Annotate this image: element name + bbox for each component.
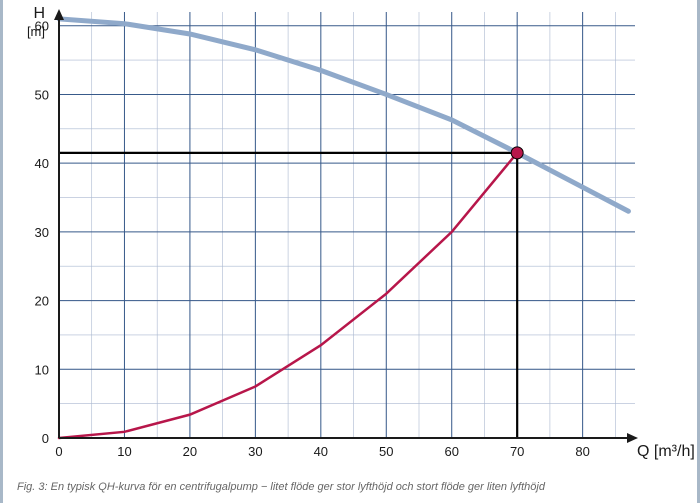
chart-page: 010203040506070800102030405060H[m]Q [m³/… xyxy=(0,0,700,503)
svg-text:80: 80 xyxy=(575,444,589,459)
svg-text:40: 40 xyxy=(35,156,49,171)
svg-text:10: 10 xyxy=(35,362,49,377)
svg-text:70: 70 xyxy=(510,444,524,459)
svg-text:0: 0 xyxy=(55,444,62,459)
svg-text:50: 50 xyxy=(35,87,49,102)
svg-text:10: 10 xyxy=(117,444,131,459)
svg-text:30: 30 xyxy=(35,225,49,240)
svg-text:60: 60 xyxy=(444,444,458,459)
svg-text:20: 20 xyxy=(183,444,197,459)
svg-text:H: H xyxy=(33,5,45,22)
svg-text:Q [m³/h]: Q [m³/h] xyxy=(637,443,695,460)
svg-text:50: 50 xyxy=(379,444,393,459)
svg-text:[m]: [m] xyxy=(27,24,45,39)
svg-text:20: 20 xyxy=(35,294,49,309)
figure-caption: Fig. 3: En typisk QH-kurva för en centri… xyxy=(17,481,545,493)
svg-text:30: 30 xyxy=(248,444,262,459)
svg-text:0: 0 xyxy=(42,431,49,446)
qh-curve-chart: 010203040506070800102030405060H[m]Q [m³/… xyxy=(3,0,697,470)
svg-text:40: 40 xyxy=(314,444,328,459)
